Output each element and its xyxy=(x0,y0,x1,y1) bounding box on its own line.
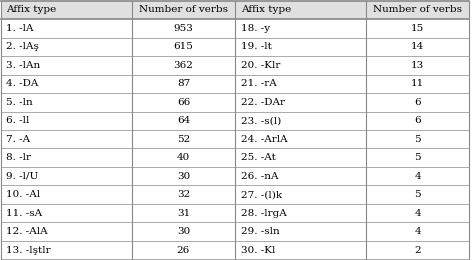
Text: 2: 2 xyxy=(414,245,421,255)
Text: 40: 40 xyxy=(177,153,190,162)
Text: 1. -lA: 1. -lA xyxy=(6,24,34,33)
Text: 9. -l/U: 9. -l/U xyxy=(6,172,38,181)
Text: 4. -DA: 4. -DA xyxy=(6,79,39,88)
Text: 13: 13 xyxy=(411,61,424,70)
Text: Affix type: Affix type xyxy=(241,5,291,15)
Text: 3. -lAn: 3. -lAn xyxy=(6,61,41,70)
Text: 87: 87 xyxy=(177,79,190,88)
Text: 28. -lrgA: 28. -lrgA xyxy=(241,209,286,218)
Text: 23. -s(l): 23. -s(l) xyxy=(241,116,281,125)
Text: 10. -Al: 10. -Al xyxy=(6,190,40,199)
Text: 21. -rA: 21. -rA xyxy=(241,79,276,88)
Text: 6: 6 xyxy=(414,116,421,125)
Text: 13. -lştlr: 13. -lştlr xyxy=(6,245,51,255)
Text: 4: 4 xyxy=(414,172,421,181)
Text: 15: 15 xyxy=(411,24,424,33)
Text: 31: 31 xyxy=(177,209,190,218)
Text: 4: 4 xyxy=(414,227,421,236)
Text: 5: 5 xyxy=(414,153,421,162)
Text: 4: 4 xyxy=(414,209,421,218)
Text: 5. -ln: 5. -ln xyxy=(6,98,33,107)
Text: 615: 615 xyxy=(173,42,193,51)
Text: 26. -nA: 26. -nA xyxy=(241,172,278,181)
Text: 11. -sA: 11. -sA xyxy=(6,209,43,218)
Text: Number of verbs: Number of verbs xyxy=(373,5,462,15)
Text: 29. -sln: 29. -sln xyxy=(241,227,279,236)
Text: 19. -lt: 19. -lt xyxy=(241,42,272,51)
Text: 362: 362 xyxy=(173,61,193,70)
Text: 22. -DAr: 22. -DAr xyxy=(241,98,284,107)
Text: 64: 64 xyxy=(177,116,190,125)
Text: 14: 14 xyxy=(411,42,424,51)
Text: 2. -lAş: 2. -lAş xyxy=(6,42,39,51)
Text: Number of verbs: Number of verbs xyxy=(139,5,228,15)
Text: 5: 5 xyxy=(414,190,421,199)
Text: 5: 5 xyxy=(414,135,421,144)
Text: 30. -Kl: 30. -Kl xyxy=(241,245,275,255)
Text: 18. -y: 18. -y xyxy=(241,24,270,33)
Text: 30: 30 xyxy=(177,227,190,236)
Text: 30: 30 xyxy=(177,172,190,181)
Text: 11: 11 xyxy=(411,79,424,88)
Text: 26: 26 xyxy=(177,245,190,255)
Text: 12. -AlA: 12. -AlA xyxy=(6,227,48,236)
Text: 8. -lr: 8. -lr xyxy=(6,153,31,162)
Text: 27. -(l)k: 27. -(l)k xyxy=(241,190,282,199)
Text: 6: 6 xyxy=(414,98,421,107)
Text: 953: 953 xyxy=(173,24,193,33)
Text: 25. -At: 25. -At xyxy=(241,153,275,162)
Text: 7. -A: 7. -A xyxy=(6,135,30,144)
Text: 24. -ArlA: 24. -ArlA xyxy=(241,135,287,144)
Text: Affix type: Affix type xyxy=(6,5,56,15)
Text: 32: 32 xyxy=(177,190,190,199)
Bar xyxy=(0,1,469,19)
Text: 52: 52 xyxy=(177,135,190,144)
Text: 66: 66 xyxy=(177,98,190,107)
Text: 6. -ll: 6. -ll xyxy=(6,116,30,125)
Text: 20. -Klr: 20. -Klr xyxy=(241,61,280,70)
